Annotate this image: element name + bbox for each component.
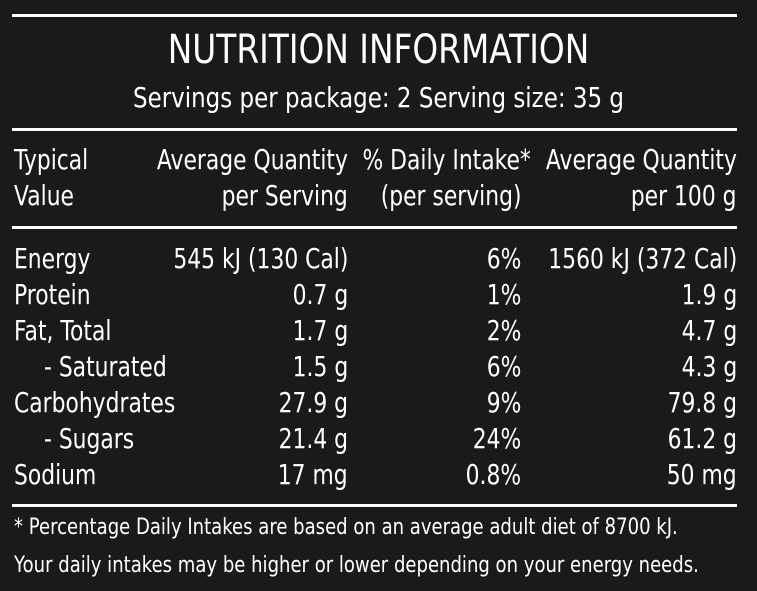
body-rule: [12, 226, 737, 229]
nutrient-per-100g: 1.9 g: [681, 278, 737, 311]
nutrient-daily-intake: 1%: [486, 278, 521, 311]
nutrient-per-serving: 545 kJ (130 Cal): [172, 242, 348, 275]
nutrient-per-100g: 61.2 g: [667, 422, 737, 455]
nutrient-per-serving: 17 mg: [278, 458, 348, 491]
nutrient-per-100g: 4.3 g: [681, 350, 737, 383]
header-rule: [12, 128, 737, 131]
header-per-100g: per 100 g: [631, 179, 737, 212]
nutrient-name: Carbohydrates: [14, 386, 176, 419]
nutrient-per-100g: 50 mg: [667, 458, 737, 491]
nutrient-per-serving: 27.9 g: [278, 386, 348, 419]
footnote-line-1: * Percentage Daily Intakes are based on …: [14, 515, 678, 540]
nutrient-per-serving: 0.7 g: [292, 278, 348, 311]
nutrient-name: Energy: [14, 242, 91, 275]
nutrient-name: - Saturated: [44, 350, 167, 383]
nutrient-per-serving: 1.7 g: [292, 314, 348, 347]
header-avg-qty-100g: Average Quantity: [545, 143, 737, 176]
header-daily-intake: % Daily Intake*: [362, 143, 531, 176]
nutrient-daily-intake: 6%: [486, 242, 521, 275]
nutrient-name: Fat, Total: [14, 314, 112, 347]
header-avg-qty-serving: Average Quantity: [156, 143, 348, 176]
footnote-line-2: Your daily intakes may be higher or lowe…: [14, 553, 699, 578]
top-rule: [12, 14, 737, 17]
header-value: Value: [14, 179, 74, 212]
nutrient-per-serving: 1.5 g: [292, 350, 348, 383]
nutrient-per-100g: 1560 kJ (372 Cal): [548, 242, 737, 275]
header-per-serving: per Serving: [221, 179, 348, 212]
nutrient-name: Protein: [14, 278, 91, 311]
footnote-rule: [12, 504, 737, 507]
nutrient-daily-intake: 2%: [486, 314, 521, 347]
nutrient-daily-intake: 24%: [472, 422, 521, 455]
nutrient-name: Sodium: [14, 458, 97, 491]
nutrient-per-100g: 79.8 g: [667, 386, 737, 419]
nutrient-daily-intake: 0.8%: [465, 458, 521, 491]
header-per-serving-di: (per serving): [380, 179, 521, 212]
nutrient-per-100g: 4.7 g: [681, 314, 737, 347]
servings-info: Servings per package: 2 Serving size: 35…: [133, 81, 624, 114]
panel-title: NUTRITION INFORMATION: [167, 27, 590, 73]
nutrient-daily-intake: 6%: [486, 350, 521, 383]
nutrient-daily-intake: 9%: [486, 386, 521, 419]
header-typical: Typical: [14, 143, 89, 176]
nutrient-name: - Sugars: [44, 422, 135, 455]
nutrient-per-serving: 21.4 g: [278, 422, 348, 455]
